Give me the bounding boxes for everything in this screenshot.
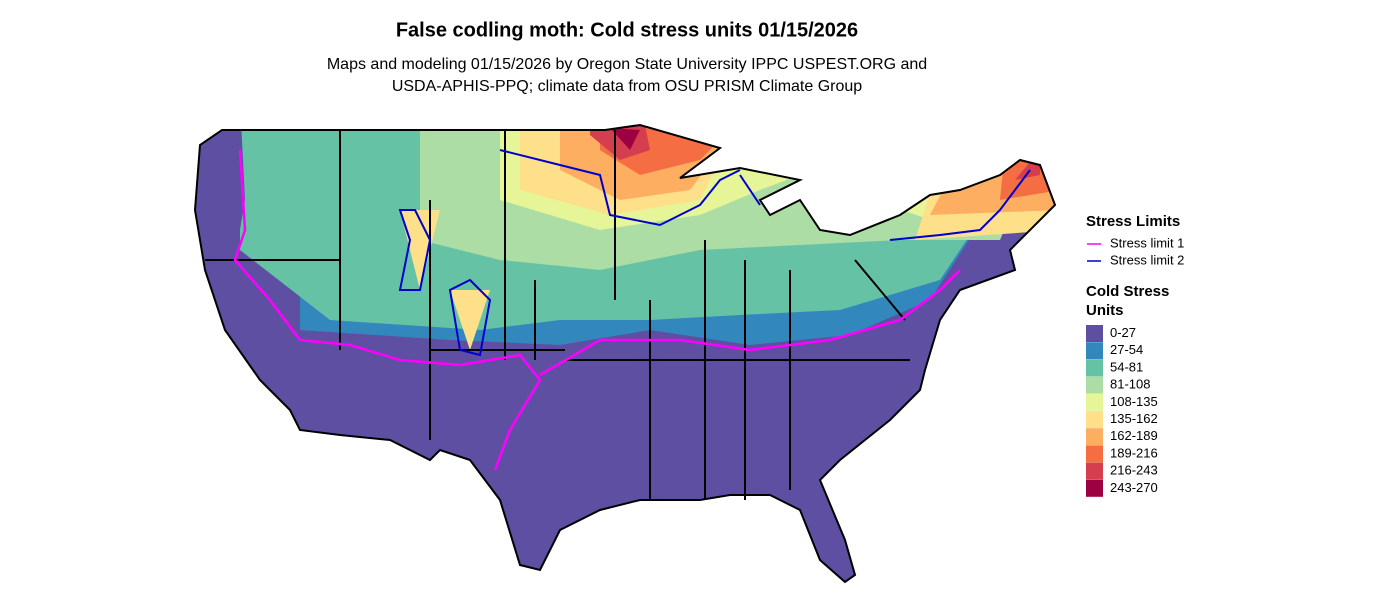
- legend-title: Cold Stress: [1086, 283, 1169, 300]
- legend-swatch: [1086, 479, 1103, 497]
- legend: Stress Limits Cold Stress Units Stress l…: [1086, 213, 1184, 497]
- legend-swatch: [1086, 462, 1103, 480]
- subtitle: USDA-APHIS-PPQ; climate data from OSU PR…: [392, 78, 862, 95]
- legend-swatch: [1086, 376, 1103, 394]
- stress-limit-contour: [398, 149, 1031, 357]
- legend-label: 27-54: [1110, 342, 1143, 357]
- legend-label: 54-81: [1110, 359, 1143, 374]
- legend-label: 162-189: [1110, 428, 1158, 443]
- legend-swatch: [1086, 342, 1103, 360]
- legend-title: Stress Limits: [1086, 213, 1180, 230]
- climate-zone: [610, 128, 640, 150]
- legend-swatch: [1086, 325, 1103, 342]
- legend-label: 243-270: [1110, 480, 1158, 495]
- legend-label: 81-108: [1110, 377, 1150, 392]
- us-outline: [193, 123, 1057, 584]
- map: [195, 125, 1055, 582]
- legend-title: Units: [1086, 302, 1124, 319]
- legend-label: 189-216: [1110, 445, 1158, 460]
- legend-label: 108-135: [1110, 394, 1158, 409]
- legend-label: 135-162: [1110, 411, 1158, 426]
- legend-swatch: [1086, 445, 1103, 463]
- legend-label: 216-243: [1110, 463, 1158, 478]
- legend-swatch: [1086, 411, 1103, 428]
- title: False codling moth: Cold stress units 01…: [396, 19, 858, 41]
- stress-limit-contour: [233, 149, 961, 471]
- legend-swatch: [1086, 359, 1103, 377]
- legend-swatch: [1086, 393, 1103, 411]
- legend-swatch: [1086, 428, 1103, 446]
- legend-label: Stress limit 1: [1110, 235, 1184, 250]
- legend-label: 0-27: [1110, 325, 1136, 340]
- subtitle: Maps and modeling 01/15/2026 by Oregon S…: [327, 56, 927, 73]
- legend-label: Stress limit 2: [1110, 252, 1184, 267]
